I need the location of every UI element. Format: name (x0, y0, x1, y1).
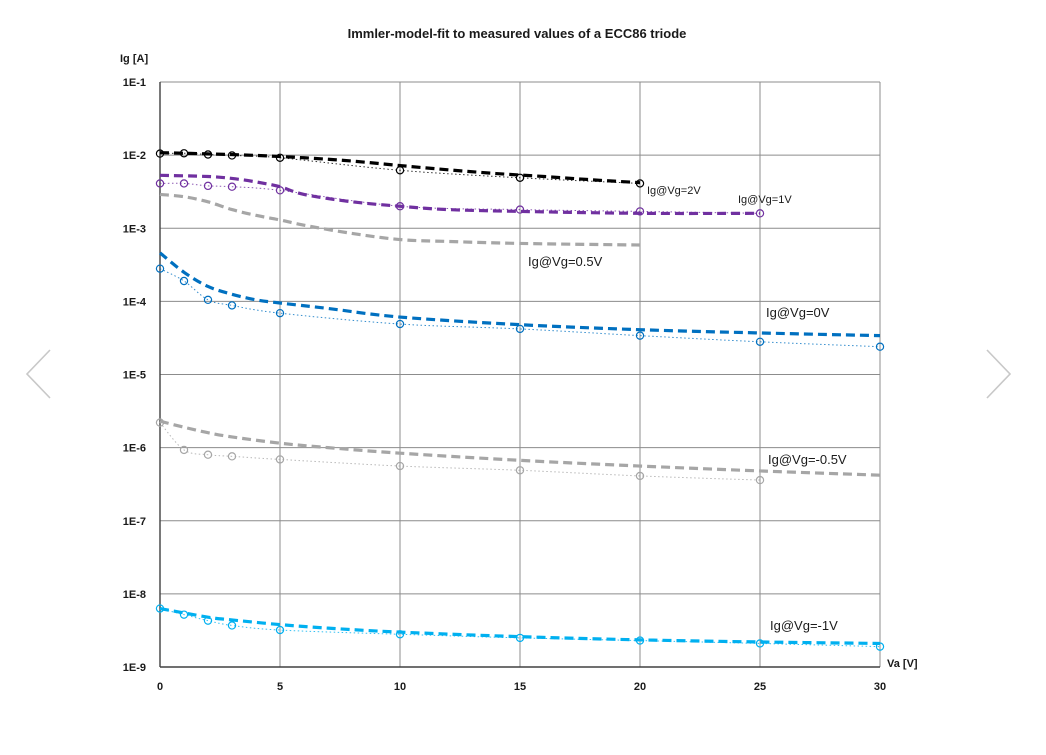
data-point-igvg-0.5v (275, 455, 285, 464)
data-point-igvg-1v (395, 630, 405, 639)
measured-trend-line-igvg0v (159, 268, 881, 348)
data-point-igvg2v (179, 149, 189, 158)
series-label-vg0.5v: Ig@Vg=0.5V (528, 254, 603, 269)
data-point-igvg0v (755, 337, 765, 347)
data-point-igvg-0.5v (203, 450, 213, 459)
data-point-igvg-1v (515, 633, 525, 643)
data-point-igvg0v (635, 331, 645, 340)
data-point-igvg0v (875, 342, 885, 351)
data-point-igvg-0.5v (395, 461, 405, 471)
y-tick-label: 1E-4 (123, 296, 147, 308)
chevron-right-icon (986, 349, 1012, 399)
y-tick-label: 1E-9 (123, 662, 146, 674)
series-plot (155, 149, 885, 651)
fit-line-igvg1v (159, 173, 761, 216)
data-point-igvg1v (179, 179, 189, 188)
x-tick-label: 25 (754, 681, 766, 693)
chevron-left-icon (25, 349, 51, 399)
data-point-igvg2v (155, 149, 165, 158)
series-label-vg-1v: Ig@Vg=-1V (770, 618, 838, 633)
data-point-igvg2v (275, 153, 285, 162)
data-point-igvg2v (227, 151, 237, 160)
data-point-igvg1v (227, 182, 237, 191)
data-point-igvg-1v (203, 616, 213, 625)
data-point-igvg1v (635, 207, 645, 216)
y-tick-label: 1E-3 (123, 223, 146, 235)
series-label-vg2v: Ig@Vg=2V (647, 185, 701, 197)
data-point-igvg-0.5v (755, 475, 765, 485)
chart-title: Immler-model-fit to measured values of a… (348, 26, 687, 41)
data-point-igvg2v (635, 179, 645, 188)
data-point-igvg-1v (755, 639, 765, 648)
fit-line-igvg0v (158, 251, 881, 338)
data-point-igvg-0.5v (227, 452, 237, 461)
grid (159, 81, 881, 668)
series-label-vg0v: Ig@Vg=0V (766, 305, 830, 320)
data-point-igvg0v (275, 308, 285, 318)
data-point-igvg0v (515, 324, 525, 334)
data-point-igvg-1v (227, 621, 237, 630)
data-point-igvg1v (275, 186, 285, 195)
y-tick-label: 1E-1 (123, 77, 146, 89)
data-point-igvg-1v (875, 642, 885, 651)
data-point-igvg2v (203, 150, 213, 159)
data-point-igvg0v (155, 264, 165, 273)
data-point-igvg-0.5v (155, 418, 165, 427)
data-point-igvg-1v (275, 625, 285, 635)
fit-line-igvg0.5v (159, 192, 641, 247)
fit-line-igvg-0.5v (159, 419, 881, 477)
data-point-igvg-1v (179, 610, 189, 619)
series-label-vg1v: Ig@Vg=1V (738, 194, 792, 206)
x-tick-label: 0 (157, 681, 163, 693)
data-point-igvg-0.5v (515, 466, 525, 475)
data-point-igvg1v (755, 209, 765, 218)
data-point-igvg1v (155, 179, 165, 188)
y-tick-label: 1E-2 (123, 150, 146, 162)
x-tick-label: 5 (277, 681, 283, 693)
fit-line-igvg2v (159, 151, 641, 185)
data-point-igvg-0.5v (179, 445, 189, 455)
data-point-igvg1v (395, 202, 405, 211)
x-tick-label: 15 (514, 681, 526, 693)
y-tick-label: 1E-8 (123, 589, 146, 601)
x-tick-label: 10 (394, 681, 406, 693)
data-point-igvg1v (515, 205, 525, 214)
y-tick-label: 1E-7 (123, 516, 146, 528)
prev-arrow-button[interactable] (18, 340, 58, 410)
y-tick-label: 1E-5 (123, 370, 146, 382)
data-point-igvg2v (515, 173, 525, 182)
fit-line-igvg-1v (159, 606, 881, 646)
y-tick-label: 1E-6 (123, 443, 146, 455)
data-point-igvg0v (179, 276, 189, 286)
x-tick-labels: 0 5 10 15 20 25 30 (157, 681, 886, 693)
data-point-igvg1v (203, 181, 213, 191)
data-point-igvg2v (395, 166, 405, 175)
data-point-igvg0v (227, 301, 237, 310)
next-arrow-button[interactable] (982, 340, 1022, 410)
measured-trend-line-igvg1v (159, 182, 761, 214)
x-tick-label: 20 (634, 681, 646, 693)
data-point-igvg-1v (635, 636, 645, 645)
data-point-igvg0v (203, 295, 213, 305)
data-point-igvg-1v (155, 604, 165, 613)
x-axis-title: Va [V] (887, 658, 918, 670)
measured-trend-line-igvg-0.5v (159, 422, 761, 481)
series-label-vg-0.5v: Ig@Vg=-0.5V (768, 452, 847, 467)
y-tick-labels: 1E-9 1E-8 1E-7 1E-6 1E-5 1E-4 1E-3 1E-2 1E-1 (123, 77, 147, 674)
data-point-igvg-0.5v (635, 471, 645, 481)
data-point-igvg0v (395, 319, 405, 329)
y-axis-title: Ig [A] (120, 53, 148, 65)
x-tick-label: 30 (874, 681, 886, 693)
